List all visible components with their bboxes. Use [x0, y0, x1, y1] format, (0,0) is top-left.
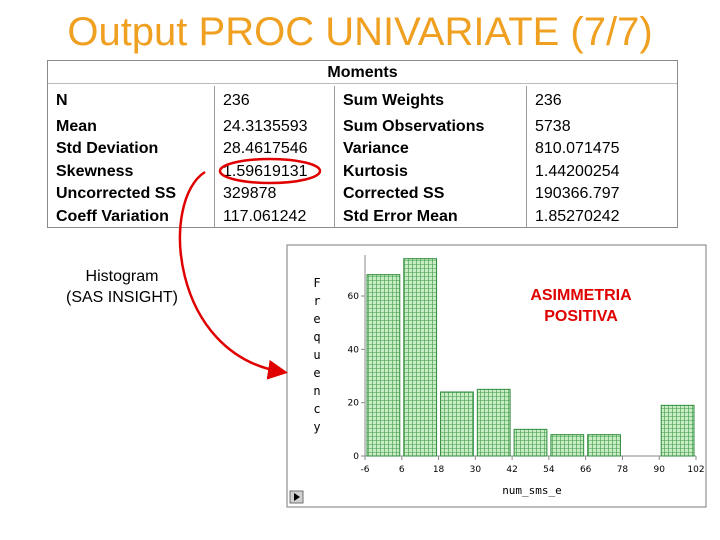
highlight-arrow	[178, 170, 288, 380]
right-value: 190366.797	[535, 185, 620, 202]
histogram-caption-line: (SAS INSIGHT)	[65, 289, 178, 306]
left-label: N	[56, 92, 68, 109]
right-label: Sum Observations	[343, 118, 485, 135]
histogram-bars	[366, 258, 695, 457]
play-arrow-icon	[294, 493, 300, 501]
right-label: Variance	[343, 140, 409, 157]
left-label: Uncorrected SS	[56, 185, 177, 202]
right-label: Sum Weights	[343, 92, 445, 109]
histogram-caption: Histogram (SAS INSIGHT)	[42, 266, 202, 308]
y-axis-label-letter: F	[313, 276, 320, 290]
y-tick-label: 0	[353, 452, 359, 462]
x-tick-label: 102	[687, 465, 704, 475]
left-value: 24.3135593	[223, 118, 308, 135]
y-ticks: 0 20 40 60	[348, 292, 365, 462]
histogram-bar	[403, 258, 438, 457]
right-value: 236	[535, 92, 562, 109]
y-axis-label-letter: q	[313, 330, 320, 344]
histogram-bar	[513, 428, 548, 457]
x-tick-label: 66	[580, 465, 592, 475]
right-value: 1.44200254	[535, 163, 620, 180]
x-tick-label: 42	[506, 465, 517, 475]
y-axis-label-letter: c	[313, 402, 320, 416]
left-labels-column: N Mean Std Deviation Skewness Uncorrecte…	[48, 86, 214, 227]
y-axis-label-letter: e	[313, 312, 320, 326]
x-axis-label: num_sms_e	[502, 484, 562, 497]
left-label: Mean	[56, 118, 97, 135]
histogram-frame	[286, 244, 707, 508]
histogram-bar	[476, 388, 511, 457]
x-tick-label: 90	[653, 465, 665, 475]
left-label: Coeff Variation	[56, 208, 169, 225]
skew-note: ASIMMETRIA POSITIVA	[510, 285, 652, 327]
left-value: 236	[223, 92, 250, 109]
skew-note-line: ASIMMETRIA	[530, 287, 632, 304]
histogram-caption-line: Histogram	[85, 268, 159, 285]
right-labels-column: Sum Weights Sum Observations Variance Ku…	[334, 86, 527, 227]
right-value: 5738	[535, 118, 571, 135]
moments-table: Moments N Mean Std Deviation Skewness Un…	[47, 60, 678, 228]
histogram-bar	[366, 274, 401, 457]
histogram-bar	[440, 391, 474, 457]
right-value: 1.85270242	[535, 208, 620, 225]
left-value: 1.59619131	[223, 163, 308, 180]
x-tick-label: 18	[433, 465, 445, 475]
left-value: 117.061242	[223, 208, 307, 225]
skew-note-line: POSITIVA	[544, 308, 618, 325]
x-tick-label: 54	[543, 465, 555, 475]
y-tick-label: 40	[348, 345, 360, 355]
slide-title: Output PROC UNIVARIATE (7/7)	[67, 10, 653, 54]
left-value: 329878	[223, 185, 277, 202]
y-tick-label: 60	[348, 292, 360, 302]
right-label: Std Error Mean	[343, 208, 458, 225]
skewness-highlight-ellipse	[218, 157, 322, 185]
left-label: Skewness	[56, 163, 134, 180]
histogram-bar	[550, 434, 585, 457]
right-values-column: 236 5738 810.071475 1.44200254 190366.79…	[526, 86, 677, 227]
y-axis-label-letter: u	[313, 348, 320, 362]
moments-header: Moments	[327, 64, 398, 81]
y-axis-label-letter: r	[313, 294, 320, 308]
right-label: Kurtosis	[343, 163, 408, 180]
left-label: Std Deviation	[56, 140, 159, 157]
y-axis-label-letter: n	[313, 384, 320, 398]
x-ticks: -6 6 18 30 42 54 66 78 90 102	[361, 456, 705, 475]
x-tick-label: 78	[617, 465, 629, 475]
left-values-column: 236 24.3135593 28.4617546 1.59619131 329…	[214, 86, 335, 227]
histogram-bar	[660, 404, 695, 457]
right-value: 810.071475	[535, 140, 620, 157]
histogram-bar	[587, 434, 621, 457]
x-tick-label: -6	[361, 465, 370, 475]
y-axis-label-letter: e	[313, 366, 320, 380]
y-axis-label-letter: y	[313, 420, 320, 434]
right-label: Corrected SS	[343, 185, 445, 202]
left-value: 28.4617546	[223, 140, 308, 157]
y-tick-label: 20	[348, 399, 360, 409]
x-tick-label: 6	[399, 465, 405, 475]
x-tick-label: 30	[470, 465, 482, 475]
